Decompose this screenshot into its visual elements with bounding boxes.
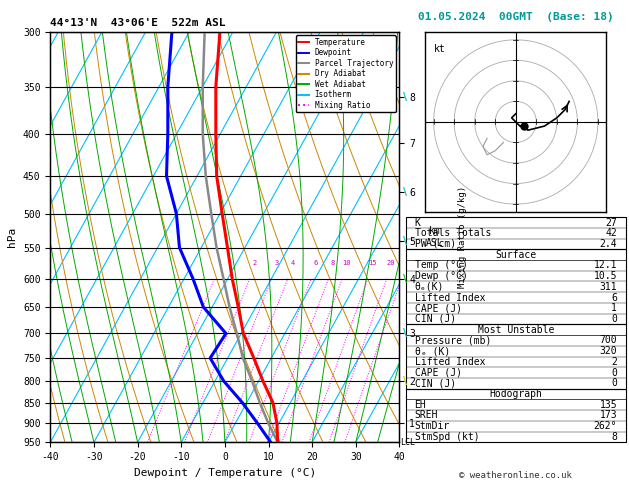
- Text: \: \: [403, 236, 407, 246]
- Text: 4: 4: [291, 260, 294, 266]
- Text: StmDir: StmDir: [415, 421, 450, 431]
- Text: Temp (°C): Temp (°C): [415, 260, 467, 270]
- Text: 15: 15: [368, 260, 377, 266]
- Legend: Temperature, Dewpoint, Parcel Trajectory, Dry Adiabat, Wet Adiabat, Isotherm, Mi: Temperature, Dewpoint, Parcel Trajectory…: [296, 35, 396, 112]
- Text: CAPE (J): CAPE (J): [415, 303, 462, 313]
- Text: Totals Totals: Totals Totals: [415, 228, 491, 238]
- Text: SREH: SREH: [415, 411, 438, 420]
- Text: 1: 1: [218, 260, 221, 266]
- Text: \: \: [403, 376, 407, 386]
- Text: Lifted Index: Lifted Index: [415, 357, 485, 367]
- Text: CIN (J): CIN (J): [415, 314, 455, 324]
- Text: θₑ (K): θₑ (K): [415, 346, 450, 356]
- Text: CIN (J): CIN (J): [415, 378, 455, 388]
- Text: 42: 42: [605, 228, 617, 238]
- Text: 320: 320: [599, 346, 617, 356]
- Text: 10.5: 10.5: [594, 271, 617, 281]
- Text: Pressure (mb): Pressure (mb): [415, 335, 491, 346]
- Text: 2: 2: [611, 357, 617, 367]
- Text: 0: 0: [611, 367, 617, 378]
- Text: 6: 6: [611, 293, 617, 303]
- Text: 20: 20: [387, 260, 396, 266]
- Text: Hodograph: Hodograph: [489, 389, 542, 399]
- Text: 8: 8: [611, 432, 617, 442]
- Text: CAPE (J): CAPE (J): [415, 367, 462, 378]
- Y-axis label: km
ASL: km ASL: [426, 226, 443, 248]
- Text: 3: 3: [274, 260, 279, 266]
- Text: 173: 173: [599, 411, 617, 420]
- Text: 2.4: 2.4: [599, 239, 617, 249]
- Text: \: \: [403, 91, 407, 102]
- Text: 1: 1: [611, 303, 617, 313]
- Text: EH: EH: [415, 400, 426, 410]
- Text: Lifted Index: Lifted Index: [415, 293, 485, 303]
- Text: Dewp (°C): Dewp (°C): [415, 271, 467, 281]
- Text: 0: 0: [611, 378, 617, 388]
- Text: 135: 135: [599, 400, 617, 410]
- X-axis label: Dewpoint / Temperature (°C): Dewpoint / Temperature (°C): [134, 468, 316, 478]
- Text: © weatheronline.co.uk: © weatheronline.co.uk: [459, 471, 572, 480]
- Text: Most Unstable: Most Unstable: [477, 325, 554, 335]
- Text: 2: 2: [253, 260, 257, 266]
- Text: 01.05.2024  00GMT  (Base: 18): 01.05.2024 00GMT (Base: 18): [418, 12, 614, 22]
- Text: 6: 6: [314, 260, 318, 266]
- Text: Surface: Surface: [495, 250, 537, 260]
- Text: 311: 311: [599, 282, 617, 292]
- Text: \: \: [403, 329, 407, 338]
- Text: LCL: LCL: [400, 438, 415, 447]
- Text: Mixing Ratio (g/kg): Mixing Ratio (g/kg): [458, 186, 467, 288]
- Text: 262°: 262°: [594, 421, 617, 431]
- Text: \: \: [403, 274, 407, 283]
- Text: 12.1: 12.1: [594, 260, 617, 270]
- Text: 44°13'N  43°06'E  522m ASL: 44°13'N 43°06'E 522m ASL: [50, 18, 226, 28]
- Text: 27: 27: [605, 218, 617, 227]
- Text: 10: 10: [343, 260, 351, 266]
- Text: \: \: [403, 187, 407, 196]
- Text: StmSpd (kt): StmSpd (kt): [415, 432, 479, 442]
- Text: 0: 0: [611, 314, 617, 324]
- Text: PW (cm): PW (cm): [415, 239, 455, 249]
- Text: kt: kt: [433, 44, 445, 54]
- Y-axis label: hPa: hPa: [8, 227, 18, 247]
- Text: 8: 8: [331, 260, 335, 266]
- Text: 700: 700: [599, 335, 617, 346]
- Text: θₑ(K): θₑ(K): [415, 282, 444, 292]
- Text: K: K: [415, 218, 420, 227]
